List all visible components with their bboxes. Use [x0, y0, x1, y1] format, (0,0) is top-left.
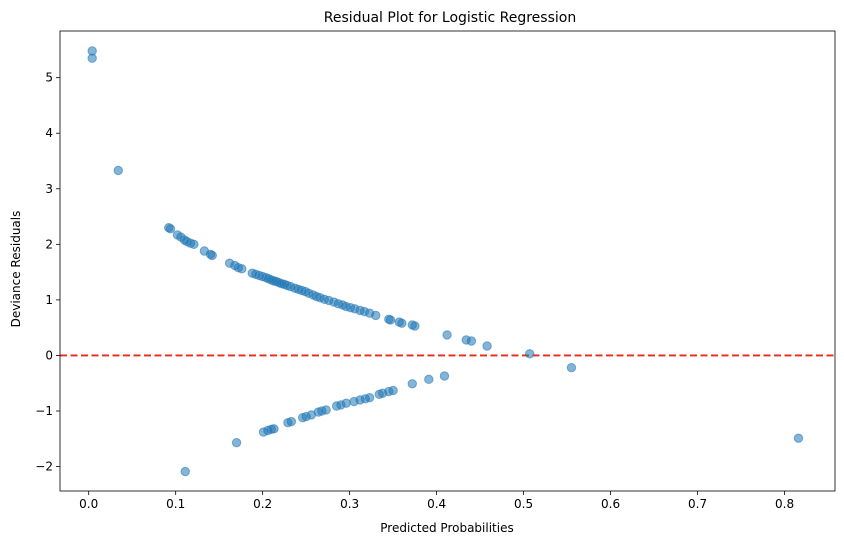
plot-frame	[59, 30, 836, 492]
data-point	[388, 385, 398, 396]
data-point	[286, 416, 297, 427]
y-tick-label: 5	[45, 71, 53, 85]
data-point	[321, 405, 331, 415]
data-point	[207, 250, 217, 261]
x-tick-label: 0.3	[340, 497, 359, 511]
data-point	[87, 53, 97, 63]
y-axis-label: Deviance Residuals	[9, 211, 23, 328]
y-tick-label: 4	[45, 126, 53, 140]
data-point	[524, 349, 535, 359]
x-tick-label: 0.5	[514, 497, 533, 511]
data-point	[189, 239, 199, 250]
x-tick-label: 0.2	[253, 497, 272, 511]
y-tick-label: 3	[45, 182, 53, 196]
data-point	[442, 330, 452, 340]
data-point	[397, 318, 407, 328]
x-tick-label: 0.7	[688, 497, 707, 511]
data-point	[566, 362, 577, 373]
data-point	[385, 315, 396, 325]
data-point	[424, 374, 434, 385]
data-point	[269, 424, 279, 434]
x-tick-label: 0.1	[166, 497, 185, 511]
data-point	[482, 341, 492, 351]
data-point	[165, 224, 176, 234]
chart-title: Residual Plot for Logistic Regression	[324, 10, 576, 26]
data-point	[793, 433, 804, 443]
data-point	[180, 466, 190, 477]
data-point	[231, 437, 242, 448]
data-point	[410, 321, 420, 331]
y-tick-label: −1	[35, 404, 53, 418]
data-point	[341, 398, 351, 408]
y-tick-label: 2	[45, 237, 53, 251]
plot-area: 0.0 0.1 0.2 0.3 0.4 0.5 0.6 0.7 0.8 −2 −1 0 1 2 3 4 5	[35, 30, 836, 511]
data-point	[113, 165, 123, 176]
data-point	[364, 392, 375, 403]
x-axis-label: Predicted Probabilities	[380, 521, 513, 535]
data-point	[407, 379, 417, 389]
data-point	[371, 310, 381, 321]
data-point	[466, 336, 477, 346]
y-tick-label: 1	[45, 293, 53, 307]
data-point	[237, 264, 247, 274]
y-tick-label: −2	[35, 460, 53, 474]
x-tick-label: 0.8	[775, 497, 794, 511]
x-tick-label: 0.0	[79, 497, 98, 511]
x-tick-label: 0.4	[427, 497, 446, 511]
data-point	[439, 371, 450, 381]
x-tick-label: 0.6	[601, 497, 620, 511]
y-tick-label: 0	[45, 348, 53, 362]
